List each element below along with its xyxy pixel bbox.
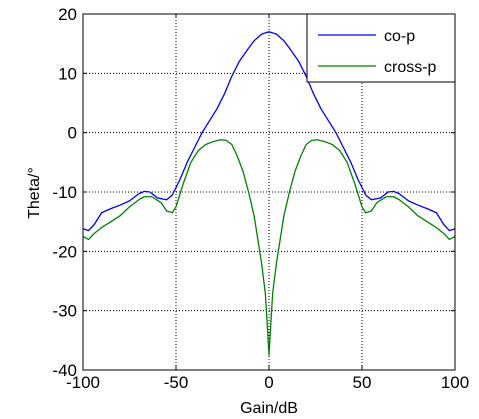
x-tick-label: 100 <box>441 373 469 392</box>
legend-label-co-p: co-p <box>384 28 415 45</box>
legend: co-p cross-p <box>306 13 456 83</box>
x-tick-label: 0 <box>264 373 273 392</box>
y-axis-label: Theta/° <box>26 167 43 219</box>
legend-label-cross-p: cross-p <box>384 59 437 76</box>
y-tick-label: -10 <box>52 183 77 202</box>
series-line-cross-p <box>82 139 456 356</box>
x-tick-label: -100 <box>66 373 100 392</box>
x-tick-label: -50 <box>164 373 189 392</box>
y-tick-label: -20 <box>52 242 77 261</box>
y-tick-label: -40 <box>52 361 77 380</box>
series-line-co-p <box>82 31 456 232</box>
x-tick-label: 50 <box>353 373 372 392</box>
x-axis-label: Gain/dB <box>240 400 298 417</box>
legend-box <box>306 13 456 83</box>
y-tick-label: -30 <box>52 302 77 321</box>
y-tick-label: 10 <box>58 64 77 83</box>
y-tick-label: 0 <box>68 124 77 143</box>
series-lines <box>82 31 456 356</box>
y-tick-label: 20 <box>58 5 77 24</box>
